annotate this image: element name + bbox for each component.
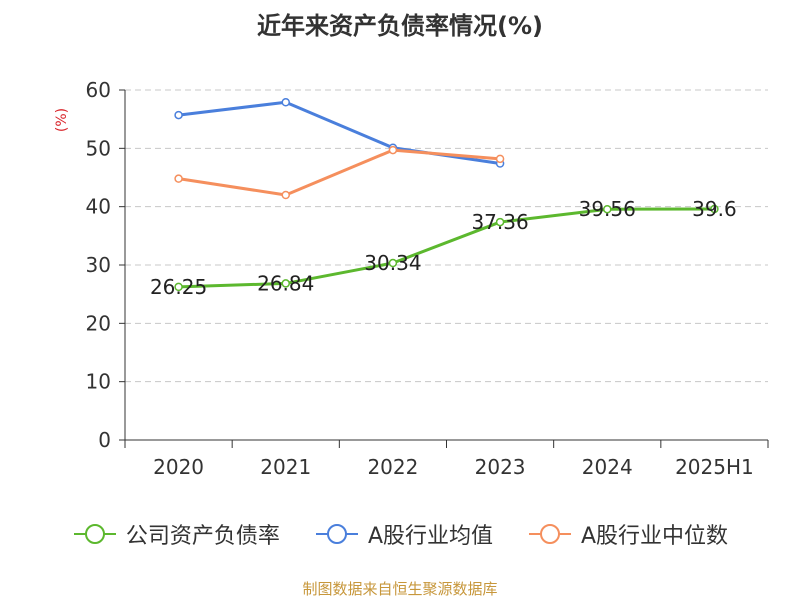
legend: 公司资产负债率 A股行业均值 A股行业中位数 bbox=[0, 518, 800, 550]
data-point bbox=[281, 279, 290, 288]
y-tick-label: 40 bbox=[86, 195, 111, 219]
data-point bbox=[603, 204, 612, 214]
data-point bbox=[388, 145, 398, 155]
data-point bbox=[495, 217, 505, 227]
legend-label: A股行业中位数 bbox=[581, 524, 729, 549]
data-point bbox=[710, 204, 719, 214]
legend-swatch bbox=[73, 524, 116, 544]
data-point bbox=[174, 110, 183, 120]
y-tick-label: 0 bbox=[98, 428, 111, 452]
series-line bbox=[178, 148, 501, 197]
x-tick-label: 2020 bbox=[153, 455, 204, 479]
x-tick-label: 2025H1 bbox=[675, 455, 754, 479]
legend-swatch bbox=[529, 524, 571, 544]
legend-label: A股行业均值 bbox=[367, 524, 493, 549]
data-label: 39.56 bbox=[579, 197, 636, 221]
data-point bbox=[388, 258, 398, 268]
x-tick-label: 2023 bbox=[475, 455, 526, 479]
legend-item: A股行业均值 bbox=[314, 518, 493, 550]
data-point bbox=[174, 174, 183, 183]
x-tick-label: 2021 bbox=[260, 455, 311, 479]
data-label: 39.6 bbox=[692, 197, 737, 221]
x-tick-label: 2022 bbox=[367, 455, 418, 479]
series-line bbox=[178, 207, 715, 289]
y-tick-label: 10 bbox=[86, 370, 111, 394]
data-label: 30.34 bbox=[364, 251, 421, 275]
data-point bbox=[495, 154, 505, 164]
y-tick-label: 20 bbox=[86, 311, 111, 335]
legend-label: 公司资产负债率 bbox=[125, 524, 280, 549]
data-source-note: 制图数据来自恒生聚源数据库 bbox=[302, 580, 498, 598]
data-point bbox=[174, 282, 183, 292]
legend-item: 公司资产负债率 bbox=[72, 518, 280, 550]
y-tick-label: 30 bbox=[86, 253, 111, 277]
legend-item: A股行业中位数 bbox=[527, 518, 728, 550]
chart-title: 近年来资产负债率情况(%) bbox=[257, 12, 543, 40]
data-label: 26.84 bbox=[257, 271, 314, 295]
data-label: 37.36 bbox=[471, 210, 528, 234]
y-tick-label: 50 bbox=[86, 136, 111, 160]
data-point bbox=[281, 98, 290, 107]
data-label: 26.25 bbox=[150, 275, 207, 299]
data-point bbox=[281, 190, 290, 200]
y-tick-label: 60 bbox=[86, 78, 111, 102]
legend-swatch bbox=[315, 524, 358, 544]
x-tick-label: 2024 bbox=[582, 455, 633, 479]
